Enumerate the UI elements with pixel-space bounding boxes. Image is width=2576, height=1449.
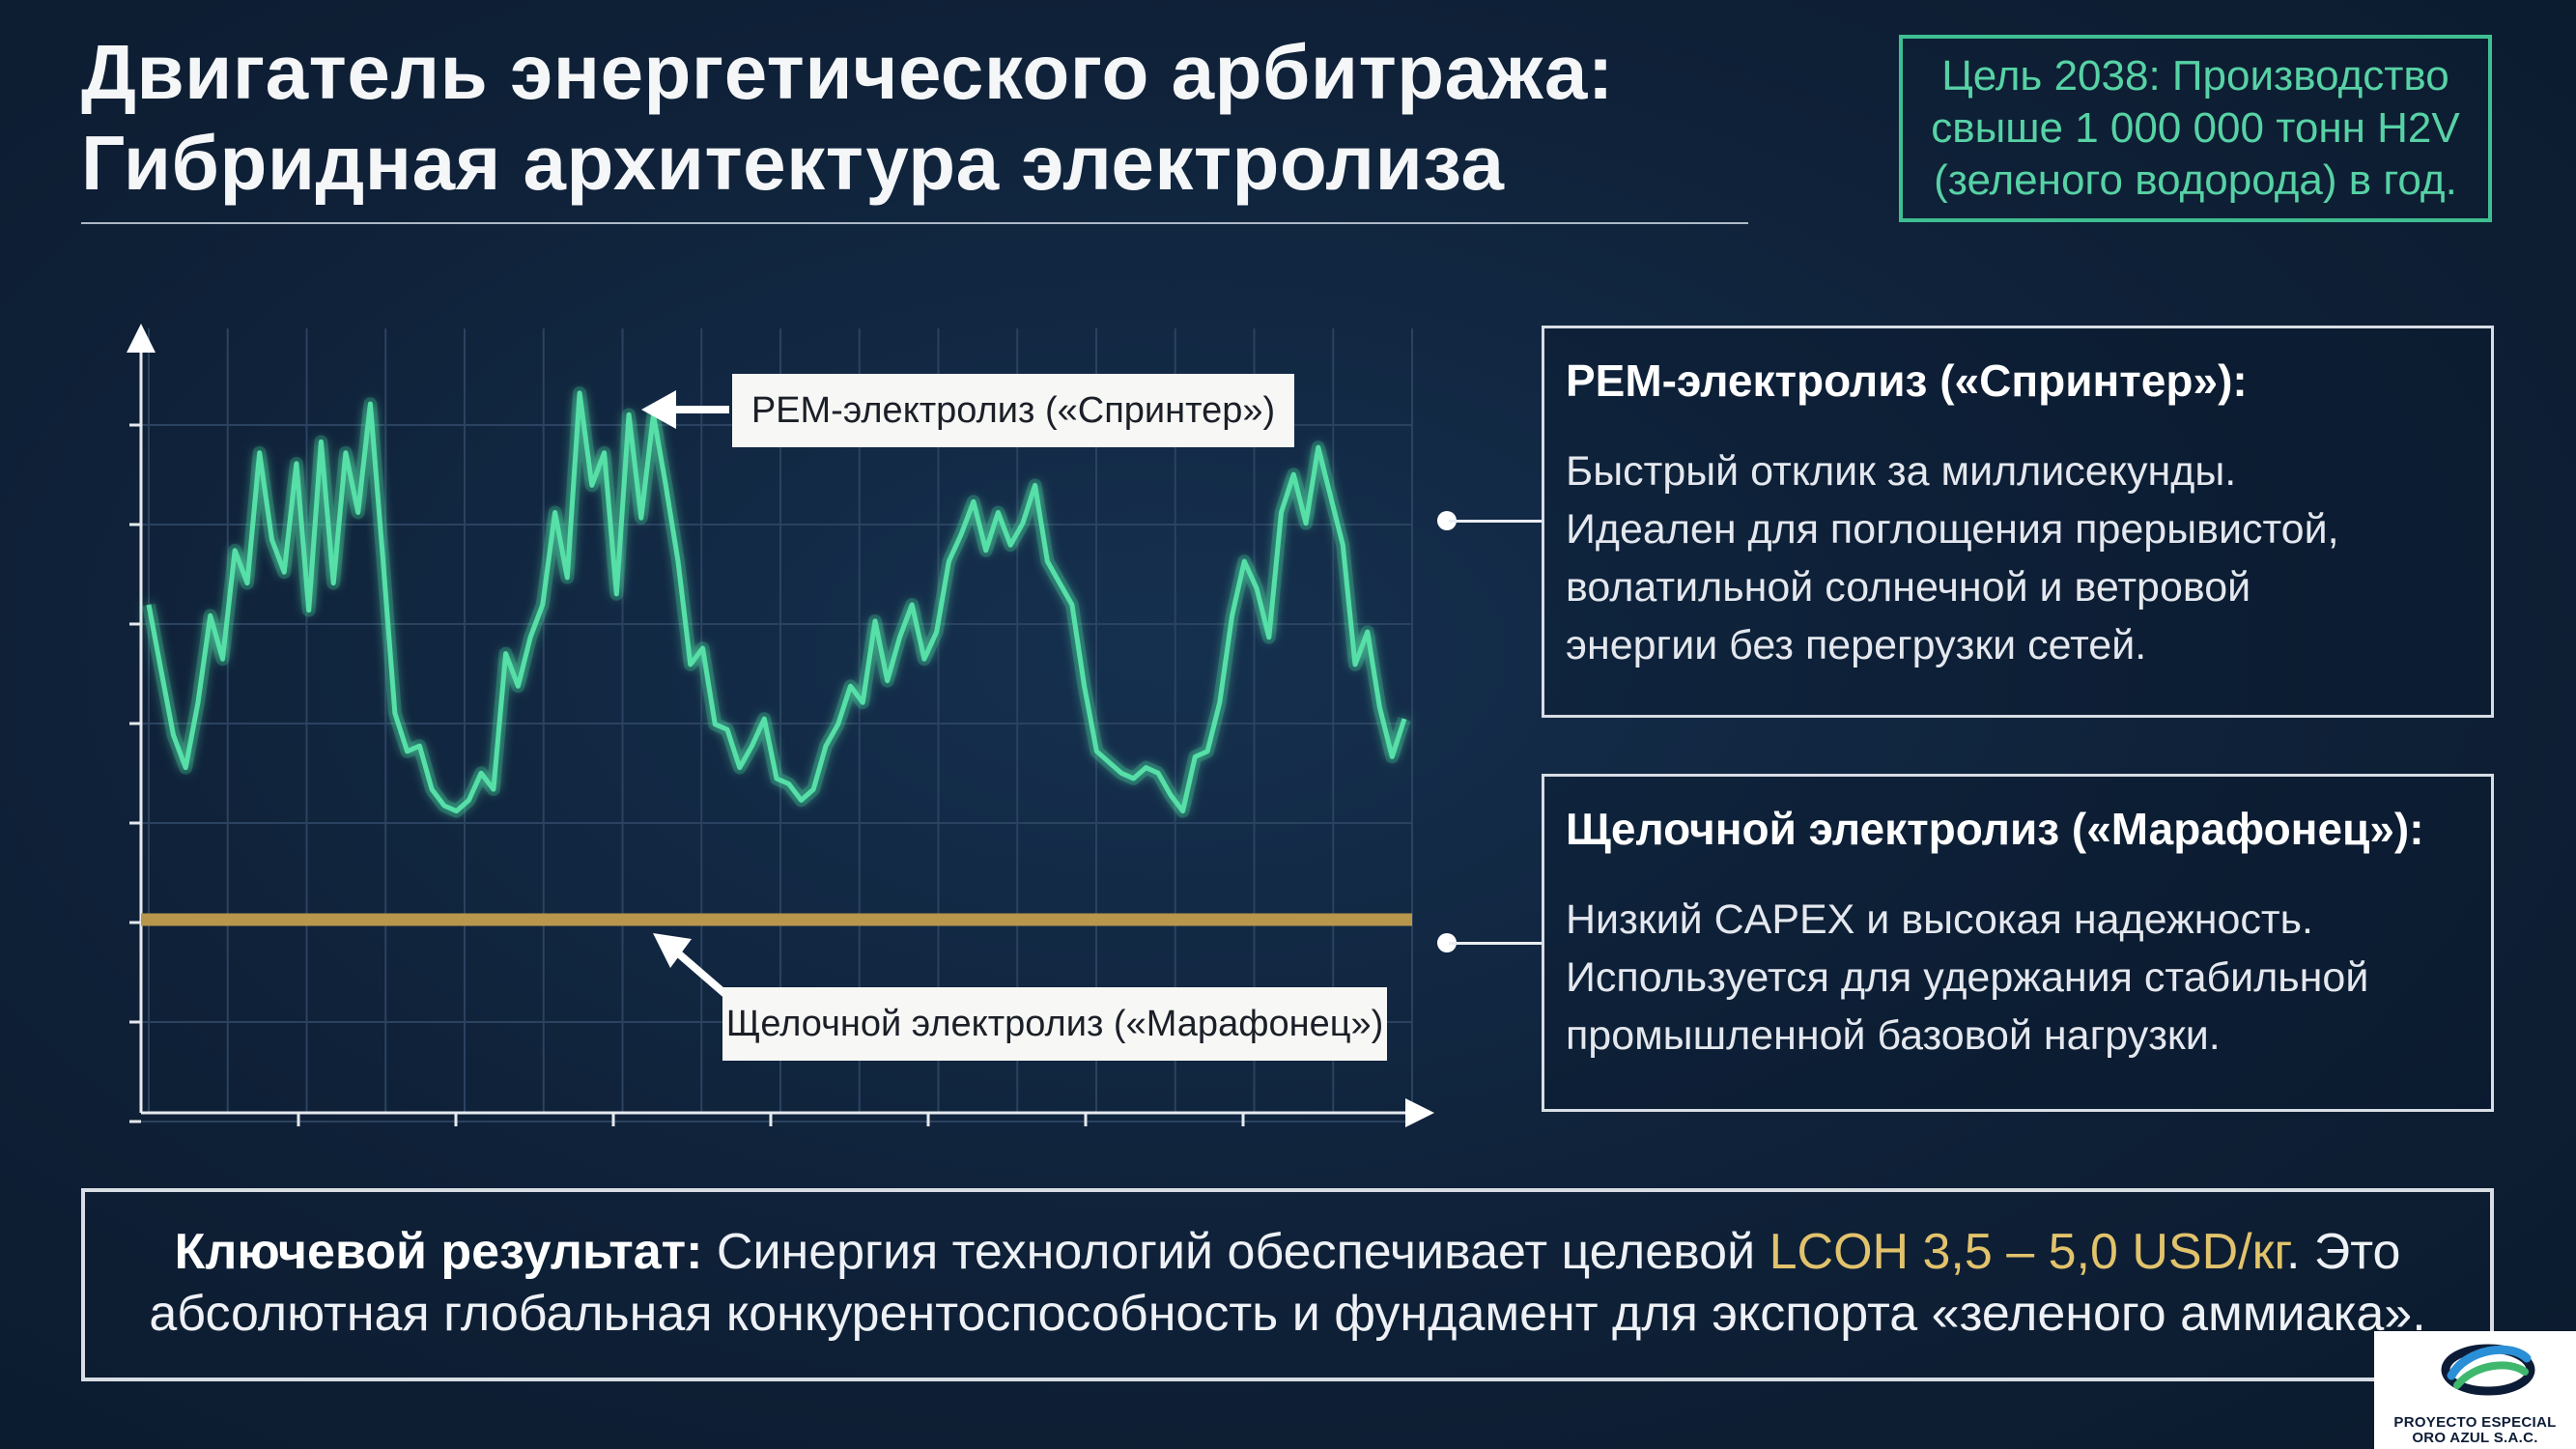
pem-desc-line: энергии без перегрузки сетей.: [1566, 622, 2147, 668]
alkaline-desc-line: Используется для удержания стабильной: [1566, 954, 2369, 1001]
pem-chart-label: PEM-электролиз («Спринтер»): [732, 374, 1294, 447]
chart-arrows: [641, 390, 729, 999]
pem-desc-line: Идеален для поглощения прерывистой,: [1566, 506, 2339, 553]
alkaline-description: Низкий CAPEX и высокая надежность. Испол…: [1566, 891, 2470, 1065]
pem-info-box: PEM-электролиз («Спринтер»): Быстрый отк…: [1542, 326, 2494, 718]
result-line-1: Ключевой результат: Синергия технологий …: [85, 1221, 2490, 1283]
logo-swoosh-icon: [2441, 1344, 2535, 1396]
company-logo: PROYECTO ESPECIAL ORO AZUL S.A.C.: [2374, 1331, 2576, 1449]
alkaline-heading: Щелочной электролиз («Марафонец»):: [1566, 804, 2424, 854]
pem-line-glow: [142, 385, 1411, 818]
key-result-box: Ключевой результат: Синергия технологий …: [81, 1188, 2494, 1381]
alkaline-arrowhead-icon: [653, 933, 692, 968]
chart-series: [141, 385, 1412, 926]
result-lead: Ключевой результат:: [174, 1224, 703, 1280]
alkaline-desc-line: Низкий CAPEX и высокая надежность.: [1566, 896, 2313, 943]
result-line-2: абсолютная глобальная конкурентоспособно…: [149, 1286, 2426, 1342]
pem-connector-line: [1449, 520, 1542, 523]
lcoh-value: LCOH 3,5 – 5,0 USD/кг: [1769, 1224, 2286, 1280]
title-line-2: Гибридная архитектура электролиза: [81, 120, 1505, 206]
title-underline: [81, 222, 1748, 224]
page-title: Двигатель энергетического арбитража: Гиб…: [81, 27, 1752, 209]
alkaline-chart-label: Щелочной электролиз («Марафонец»): [722, 987, 1387, 1061]
pem-heading: PEM-электролиз («Спринтер»):: [1566, 355, 2248, 406]
logo-line-1: PROYECTO ESPECIAL: [2393, 1414, 2557, 1431]
pem-arrowhead-icon: [641, 390, 676, 429]
alkaline-desc-line: промышленной базовой нагрузки.: [1566, 1012, 2221, 1059]
pem-desc-line: Быстрый отклик за миллисекунды.: [1566, 448, 2237, 495]
result-text-end: . Это: [2285, 1224, 2401, 1280]
goal-line-2: свыше 1 000 000 тонн H2V: [1931, 104, 2460, 152]
pem-desc-line: волатильной солнечной и ветровой: [1566, 564, 2251, 611]
goal-line-1: Цель 2038: Производство: [1941, 52, 2449, 99]
pem-connector-dot: [1437, 511, 1457, 530]
chart-axes: [127, 324, 1434, 1127]
alkaline-arrow: [673, 948, 729, 999]
result-text: Синергия технологий обеспечивает целевой: [702, 1224, 1769, 1280]
logo-line-2: ORO AZUL S.A.C.: [2412, 1430, 2538, 1446]
pem-volatile-line: [146, 390, 1407, 814]
goal-box: Цель 2038: Производство свыше 1 000 000 …: [1899, 35, 2492, 222]
alkaline-connector-dot: [1437, 933, 1457, 952]
pem-description: Быстрый отклик за миллисекунды. Идеален …: [1566, 442, 2470, 674]
alkaline-connector-line: [1449, 942, 1542, 945]
title-line-1: Двигатель энергетического арбитража:: [81, 29, 1614, 115]
alkaline-info-box: Щелочной электролиз («Марафонец»): Низки…: [1542, 774, 2494, 1112]
goal-line-3: (зеленого водорода) в год.: [1934, 156, 2457, 204]
